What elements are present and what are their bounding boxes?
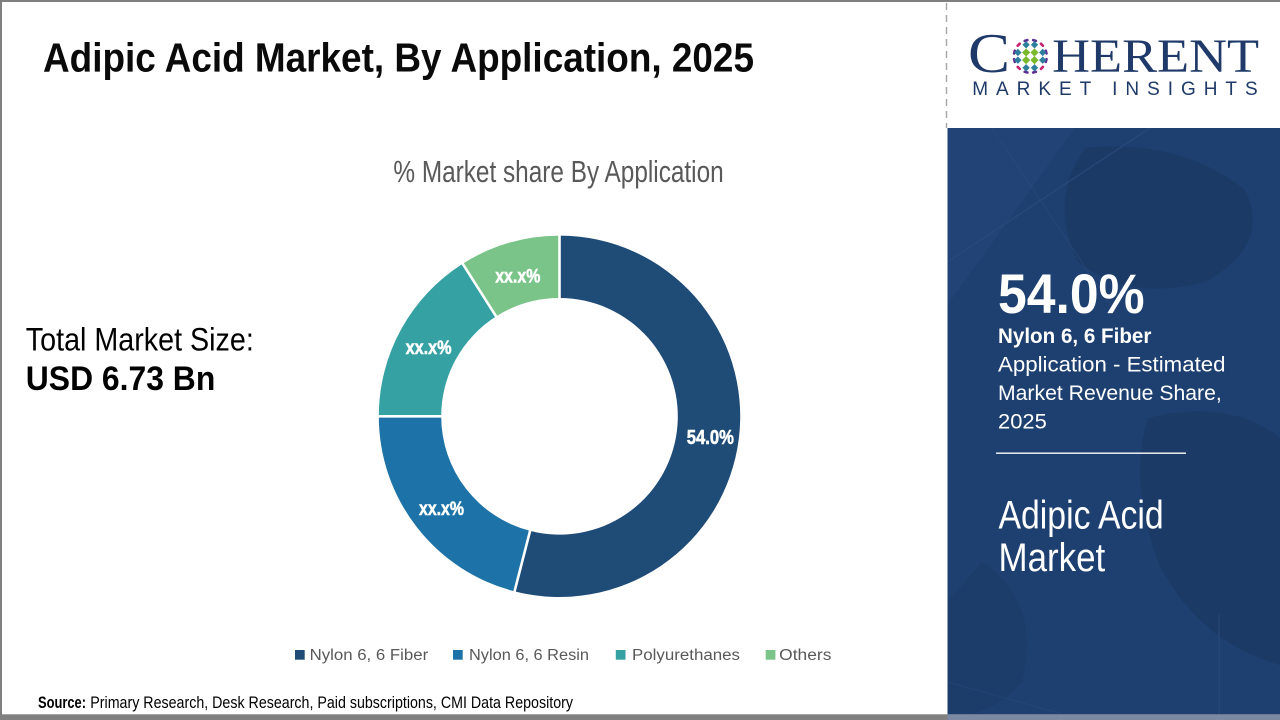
svg-text:Nylon 6, 6 Fiber: Nylon 6, 6 Fiber: [310, 647, 429, 664]
svg-text:Nylon 6, 6 Fiber: Nylon 6, 6 Fiber: [998, 325, 1151, 348]
svg-text:Total Market Size:: Total Market Size:: [26, 321, 254, 357]
svg-text:54.0%: 54.0%: [687, 427, 734, 449]
svg-text:Market Revenue Share,: Market Revenue Share,: [998, 382, 1222, 405]
svg-text:HERENT: HERENT: [1052, 31, 1259, 83]
svg-text:Application - Estimated: Application - Estimated: [998, 354, 1226, 377]
svg-text:Others: Others: [779, 647, 831, 664]
svg-text:xx.x%: xx.x%: [495, 267, 540, 288]
svg-text:Adipic Acid Market, By Applica: Adipic Acid Market, By Application, 2025: [43, 35, 754, 81]
svg-text:USD 6.73 Bn: USD 6.73 Bn: [26, 360, 216, 398]
svg-text:Adipic Acid: Adipic Acid: [999, 494, 1164, 538]
svg-text:C: C: [968, 23, 1010, 85]
svg-text:xx.x%: xx.x%: [406, 338, 452, 359]
svg-text:xx.x%: xx.x%: [419, 499, 464, 520]
svg-text:MARKET INSIGHTS: MARKET INSIGHTS: [972, 79, 1257, 100]
svg-text:Market: Market: [999, 536, 1106, 580]
svg-text:Primary Research, Desk Researc: Primary Research, Desk Research, Paid su…: [90, 693, 573, 712]
svg-text:54.0%: 54.0%: [998, 262, 1145, 325]
svg-text:Source:: Source:: [38, 693, 86, 712]
svg-text:Nylon 6, 6 Resin: Nylon 6, 6 Resin: [469, 647, 589, 664]
svg-text:Polyurethanes: Polyurethanes: [632, 647, 740, 664]
svg-text:2025: 2025: [998, 411, 1047, 434]
svg-text:% Market share By Application: % Market share By Application: [393, 155, 723, 189]
